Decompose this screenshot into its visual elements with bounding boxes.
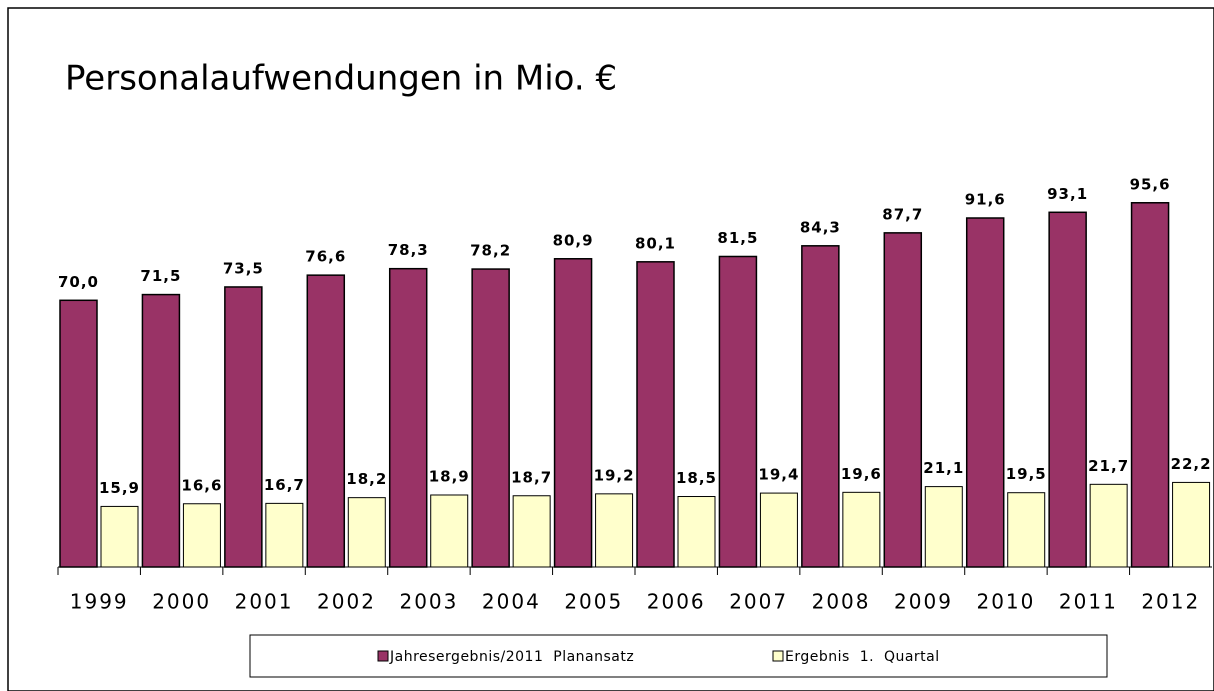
x-tick-label: 2005 — [564, 590, 623, 614]
bar — [430, 494, 469, 568]
value-label: 71,5 — [140, 267, 181, 285]
value-label: 18,7 — [511, 468, 552, 486]
bar — [595, 493, 634, 568]
x-tick-label: 2008 — [812, 590, 871, 614]
bar — [801, 245, 840, 568]
value-label: 21,7 — [1088, 457, 1129, 475]
value-label: 81,5 — [717, 229, 758, 247]
value-label: 16,7 — [264, 476, 305, 494]
x-tick-label: 1999 — [70, 590, 129, 614]
value-label: 19,6 — [841, 465, 882, 483]
value-label: 18,5 — [676, 469, 717, 487]
value-label: 70,0 — [58, 273, 99, 291]
bar — [842, 491, 881, 568]
value-label: 18,9 — [429, 467, 470, 485]
value-label: 19,5 — [1006, 465, 1047, 483]
bar — [718, 255, 758, 568]
value-label: 93,1 — [1047, 185, 1088, 203]
value-label: 22,2 — [1171, 455, 1212, 473]
value-label: 78,3 — [388, 241, 429, 259]
x-tick-label: 2009 — [894, 590, 953, 614]
value-label: 87,7 — [882, 205, 923, 223]
bar — [1089, 483, 1128, 568]
value-label: 76,6 — [305, 248, 346, 266]
bar — [1172, 481, 1211, 568]
value-label: 21,1 — [923, 459, 964, 477]
bar — [553, 258, 593, 568]
value-label: 95,6 — [1130, 175, 1171, 193]
x-tick-label: 2004 — [482, 590, 541, 614]
bar — [347, 497, 386, 568]
value-label: 18,2 — [346, 470, 387, 488]
x-tick-label: 2010 — [976, 590, 1035, 614]
bar — [141, 293, 181, 568]
value-label: 19,4 — [758, 466, 799, 484]
value-label: 15,9 — [99, 479, 140, 497]
legend-label: Jahresergebnis/2011 Planansatz — [389, 649, 634, 665]
bar — [224, 286, 263, 568]
bar — [924, 486, 963, 568]
x-tick-label: 2003 — [399, 590, 458, 614]
value-label: 78,2 — [470, 242, 511, 260]
bar — [512, 495, 551, 568]
legend-box — [249, 634, 1108, 678]
bar — [388, 267, 428, 568]
x-tick-label: 2012 — [1141, 590, 1200, 614]
bar — [677, 496, 716, 568]
bar — [471, 268, 510, 568]
value-label: 16,6 — [181, 476, 222, 494]
value-label: 80,1 — [635, 234, 676, 252]
bar — [100, 505, 139, 568]
bar — [1007, 492, 1046, 568]
x-tick-label: 2001 — [235, 590, 294, 614]
value-label: 73,5 — [223, 259, 264, 277]
chart-frame — [7, 7, 1214, 691]
bar — [306, 274, 346, 568]
legend-swatch — [772, 650, 784, 662]
x-tick-label: 2011 — [1059, 590, 1118, 614]
bar — [636, 261, 675, 568]
x-tick-label: 2007 — [729, 590, 788, 614]
value-label: 91,6 — [965, 191, 1006, 209]
x-tick-label: 2006 — [647, 590, 706, 614]
bar — [265, 502, 304, 568]
x-tick-label: 2002 — [317, 590, 376, 614]
value-label: 84,3 — [800, 218, 841, 236]
x-tick-label: 2000 — [152, 590, 211, 614]
value-label: 80,9 — [553, 231, 594, 249]
bar — [59, 299, 98, 568]
bar — [759, 492, 798, 568]
bar — [1130, 202, 1170, 568]
bar — [883, 232, 923, 568]
value-label: 19,2 — [594, 466, 635, 484]
bar — [1048, 211, 1087, 568]
legend-swatch — [377, 650, 389, 662]
legend-label: Ergebnis 1. Quartal — [785, 649, 940, 665]
chart-title: Personalaufwendungen in Mio. € — [65, 59, 617, 99]
bar — [965, 217, 1005, 568]
bar — [182, 503, 221, 568]
